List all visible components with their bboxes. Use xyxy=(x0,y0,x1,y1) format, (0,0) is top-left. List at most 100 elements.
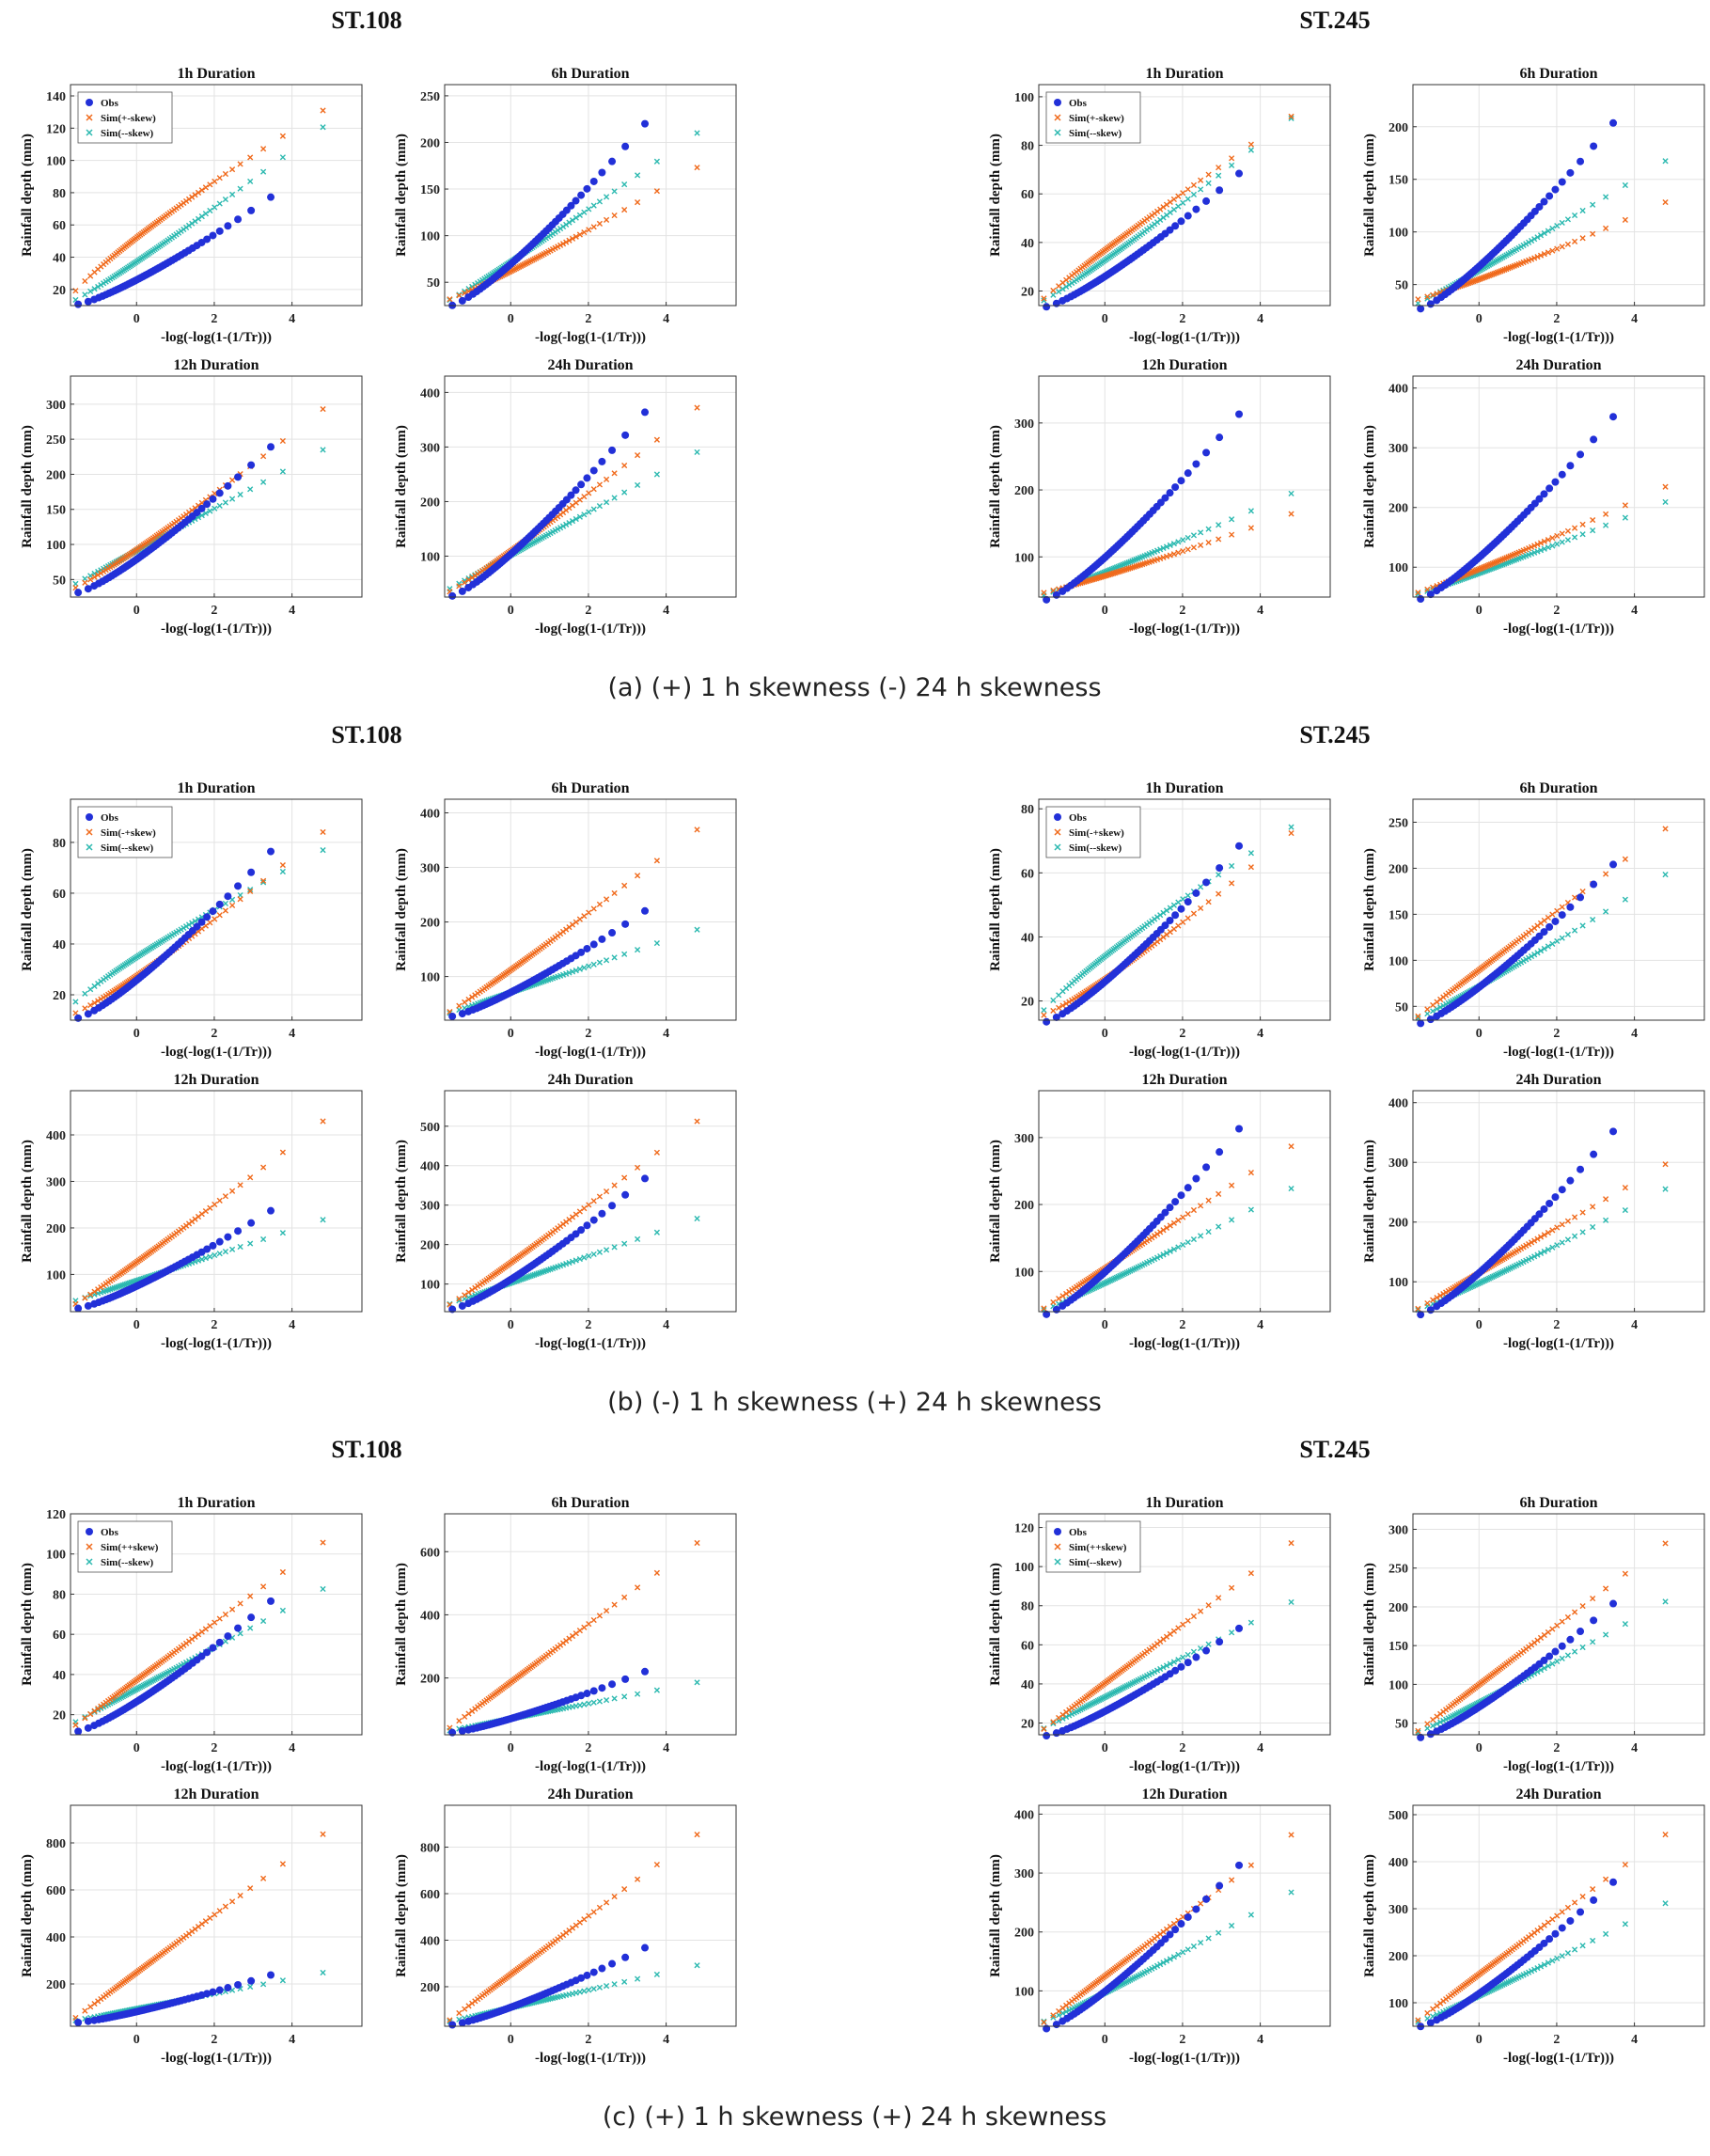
sim-a-point xyxy=(1468,278,1475,285)
x-axis-label: -log(-log(1-(1/Tr))) xyxy=(161,330,272,345)
sim-a-point xyxy=(1467,279,1474,286)
obs-point xyxy=(1577,1628,1585,1636)
y-tick-label: 200 xyxy=(1388,502,1408,516)
y-tick-label: 60 xyxy=(1021,1639,1034,1653)
subplot-title: 6h Duration xyxy=(551,66,629,82)
x-tick-label: 0 xyxy=(1102,1027,1108,1041)
y-tick-label: 40 xyxy=(1021,931,1034,945)
y-tick-label: 40 xyxy=(1021,237,1034,251)
sim-a-point xyxy=(1041,295,1047,302)
y-tick-label: 50 xyxy=(427,276,440,291)
obs-point xyxy=(1192,205,1200,213)
sim-b-point xyxy=(635,481,641,489)
x-tick-label: 0 xyxy=(1476,1027,1483,1041)
plot-area xyxy=(445,85,736,306)
sim-b-point xyxy=(195,215,202,222)
y-tick-label: 40 xyxy=(53,252,66,266)
obs-point xyxy=(589,177,598,185)
sim-a-point xyxy=(82,579,88,586)
legend-obs-label: Obs xyxy=(101,98,119,109)
obs-point xyxy=(1171,1926,1180,1934)
sim-a-point xyxy=(1170,551,1177,558)
sim-a-point xyxy=(462,579,468,586)
y-tick-label: 400 xyxy=(420,1934,440,1948)
obs-point xyxy=(74,1304,83,1313)
y-tick-label: 400 xyxy=(1388,383,1408,397)
sim-b-point xyxy=(1175,203,1182,210)
sim-a-point xyxy=(1534,254,1541,260)
sim-a-point xyxy=(1180,190,1186,197)
x-tick-label: 0 xyxy=(508,1741,514,1755)
sim-a-point xyxy=(576,231,583,238)
sim-a-point xyxy=(1478,275,1484,282)
x-tick-label: 4 xyxy=(1631,1741,1638,1755)
sim-b-point xyxy=(192,218,198,225)
obs-point xyxy=(1535,202,1544,211)
x-tick-label: 2 xyxy=(585,1027,591,1041)
x-tick-label: 0 xyxy=(1102,312,1108,326)
obs-point xyxy=(1235,1125,1244,1133)
sim-a-point xyxy=(465,576,472,583)
sim-a-point xyxy=(557,242,564,248)
y-tick-label: 80 xyxy=(53,1588,66,1602)
x-tick-label: 0 xyxy=(133,2033,140,2047)
sim-a-point xyxy=(1113,569,1120,575)
obs-point xyxy=(641,119,650,128)
obs-point xyxy=(583,184,591,193)
obs-point xyxy=(1184,898,1192,906)
obs-point xyxy=(621,1675,630,1683)
x-tick-label: 0 xyxy=(1476,312,1483,326)
x-tick-label: 4 xyxy=(663,1741,669,1755)
y-axis-label: Rainfall depth (mm) xyxy=(394,848,409,971)
axes-box xyxy=(1038,84,1331,307)
obs-point xyxy=(608,929,617,937)
obs-point xyxy=(1558,1186,1566,1194)
sim-a-point xyxy=(207,181,213,188)
sim-a-point xyxy=(216,175,223,181)
sim-a-point xyxy=(1216,165,1222,171)
sim-b-point xyxy=(576,513,583,520)
sim-a-point xyxy=(1662,198,1669,206)
obs-point xyxy=(203,500,212,509)
obs-point xyxy=(1202,1163,1211,1172)
obs-point xyxy=(1551,478,1560,486)
obs-point xyxy=(583,1690,591,1698)
sim-a-point xyxy=(1160,554,1167,561)
sim-a-point xyxy=(1470,278,1477,285)
sim-b-point xyxy=(1590,201,1596,208)
sim-b-point xyxy=(563,221,570,228)
y-tick-label: 140 xyxy=(46,90,66,104)
obs-point xyxy=(1551,1193,1560,1202)
obs-point xyxy=(1545,922,1554,931)
sim-b-point xyxy=(1537,232,1545,239)
sim-a-point xyxy=(1197,542,1204,548)
obs-point xyxy=(267,1971,275,1979)
obs-point xyxy=(1235,169,1244,178)
obs-point xyxy=(197,504,206,512)
y-tick-label: 600 xyxy=(420,1888,440,1902)
sim-b-point xyxy=(216,200,223,207)
y-tick-label: 120 xyxy=(46,122,66,136)
sim-a-point xyxy=(1112,570,1119,576)
sim-a-point xyxy=(1197,177,1204,183)
x-tick-label: 0 xyxy=(1102,1741,1108,1755)
x-axis-label: -log(-log(1-(1/Tr))) xyxy=(1129,1045,1240,1060)
sim-a-point xyxy=(1486,272,1493,279)
sim-a-point xyxy=(456,583,463,590)
y-tick-label: 50 xyxy=(1395,1000,1408,1015)
y-tick-label: 100 xyxy=(1014,1985,1034,1999)
obs-point xyxy=(1166,1204,1174,1212)
sim-b-point xyxy=(559,223,567,230)
x-tick-label: 4 xyxy=(1631,1027,1638,1041)
obs-point xyxy=(1235,1624,1244,1632)
sim-b-point xyxy=(611,495,618,501)
obs-point xyxy=(1043,1732,1051,1740)
obs-point xyxy=(1566,1176,1575,1185)
y-tick-label: 60 xyxy=(53,888,66,902)
y-tick-label: 20 xyxy=(1021,1718,1034,1732)
y-tick-label: 150 xyxy=(1388,174,1408,188)
